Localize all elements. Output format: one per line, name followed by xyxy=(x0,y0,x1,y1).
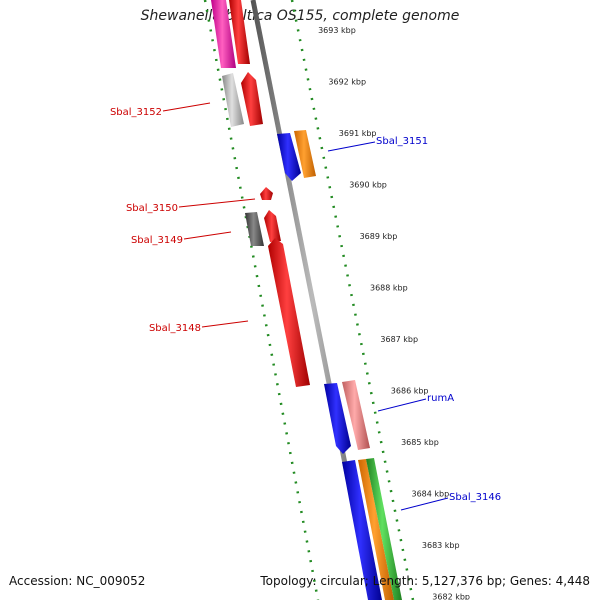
genome-summary-text: Topology: circular; Length: 5,127,376 bp… xyxy=(260,574,590,588)
feature-sbal-3146-blue xyxy=(342,460,382,600)
scale-tick-label: 3691 kbp xyxy=(339,129,377,138)
right-labels: Sbal_3151 rumA Sbal_3146 xyxy=(327,136,501,511)
label-sbal-3152: Sbal_3152 xyxy=(110,107,162,118)
scale-tick-label: 3683 kbp xyxy=(422,541,460,550)
scale-tick-label: 3690 kbp xyxy=(349,181,387,190)
feature-orange-upper xyxy=(294,130,316,178)
label-sbal-3146: Sbal_3146 xyxy=(449,492,501,503)
feature-orange-lower xyxy=(358,459,394,600)
feature-magenta-top xyxy=(211,0,236,68)
leader-sbal-3149 xyxy=(183,231,232,240)
feature-green-lower xyxy=(366,458,402,600)
right-strand-features xyxy=(277,130,402,600)
leader-sbal-3152 xyxy=(162,102,211,112)
scale-tick-label: 3682 kbp xyxy=(432,593,470,600)
label-ruma: rumA xyxy=(427,393,454,404)
left-strand-features xyxy=(211,0,310,387)
feature-red-top xyxy=(229,0,250,64)
scale-tick-label: 3688 kbp xyxy=(370,284,408,293)
label-sbal-3148: Sbal_3148 xyxy=(149,323,201,334)
label-sbal-3151: Sbal_3151 xyxy=(376,136,428,147)
leader-sbal-3146 xyxy=(400,497,449,511)
feature-ruma-pink xyxy=(342,380,370,450)
feature-sbal-3149-dark xyxy=(245,212,264,246)
leader-sbal-3148 xyxy=(201,320,249,328)
leader-ruma xyxy=(377,398,427,412)
feature-red-arrow-upper xyxy=(241,72,263,126)
leader-sbal-3150 xyxy=(178,198,256,208)
scale-tick-label: 3689 kbp xyxy=(360,232,398,241)
feature-sbal-3151-blue xyxy=(277,133,301,181)
scale-tick-label: 3686 kbp xyxy=(391,387,429,396)
right-dotted-boundary xyxy=(290,0,415,600)
feature-blue-arrow-mid xyxy=(324,383,351,454)
label-sbal-3150: Sbal_3150 xyxy=(126,203,178,214)
scale-tick-label: 3687 kbp xyxy=(380,335,418,344)
feature-red-arrow-mid xyxy=(264,210,281,242)
feature-sbal-3150-small xyxy=(260,187,273,200)
scale-tick-label: 3693 kbp xyxy=(318,26,356,35)
label-sbal-3149: Sbal_3149 xyxy=(131,235,183,246)
scale-tick-label: 3685 kbp xyxy=(401,438,439,447)
accession-text: Accession: NC_009052 xyxy=(9,574,146,588)
scale-tick-label: 3692 kbp xyxy=(328,78,366,87)
scale-tick-label: 3684 kbp xyxy=(412,490,450,499)
feature-sbal-3152-grey xyxy=(222,73,244,127)
left-dotted-boundary xyxy=(203,0,320,600)
scale-ticks: 3693 kbp 3692 kbp 3691 kbp 3690 kbp 3689 kbp… xyxy=(318,26,470,600)
left-labels: Sbal_3152 Sbal_3150 Sbal_3149 Sbal_3148 xyxy=(110,102,256,334)
leader-sbal-3151 xyxy=(327,141,376,152)
feature-sbal-3148-long xyxy=(268,238,310,387)
